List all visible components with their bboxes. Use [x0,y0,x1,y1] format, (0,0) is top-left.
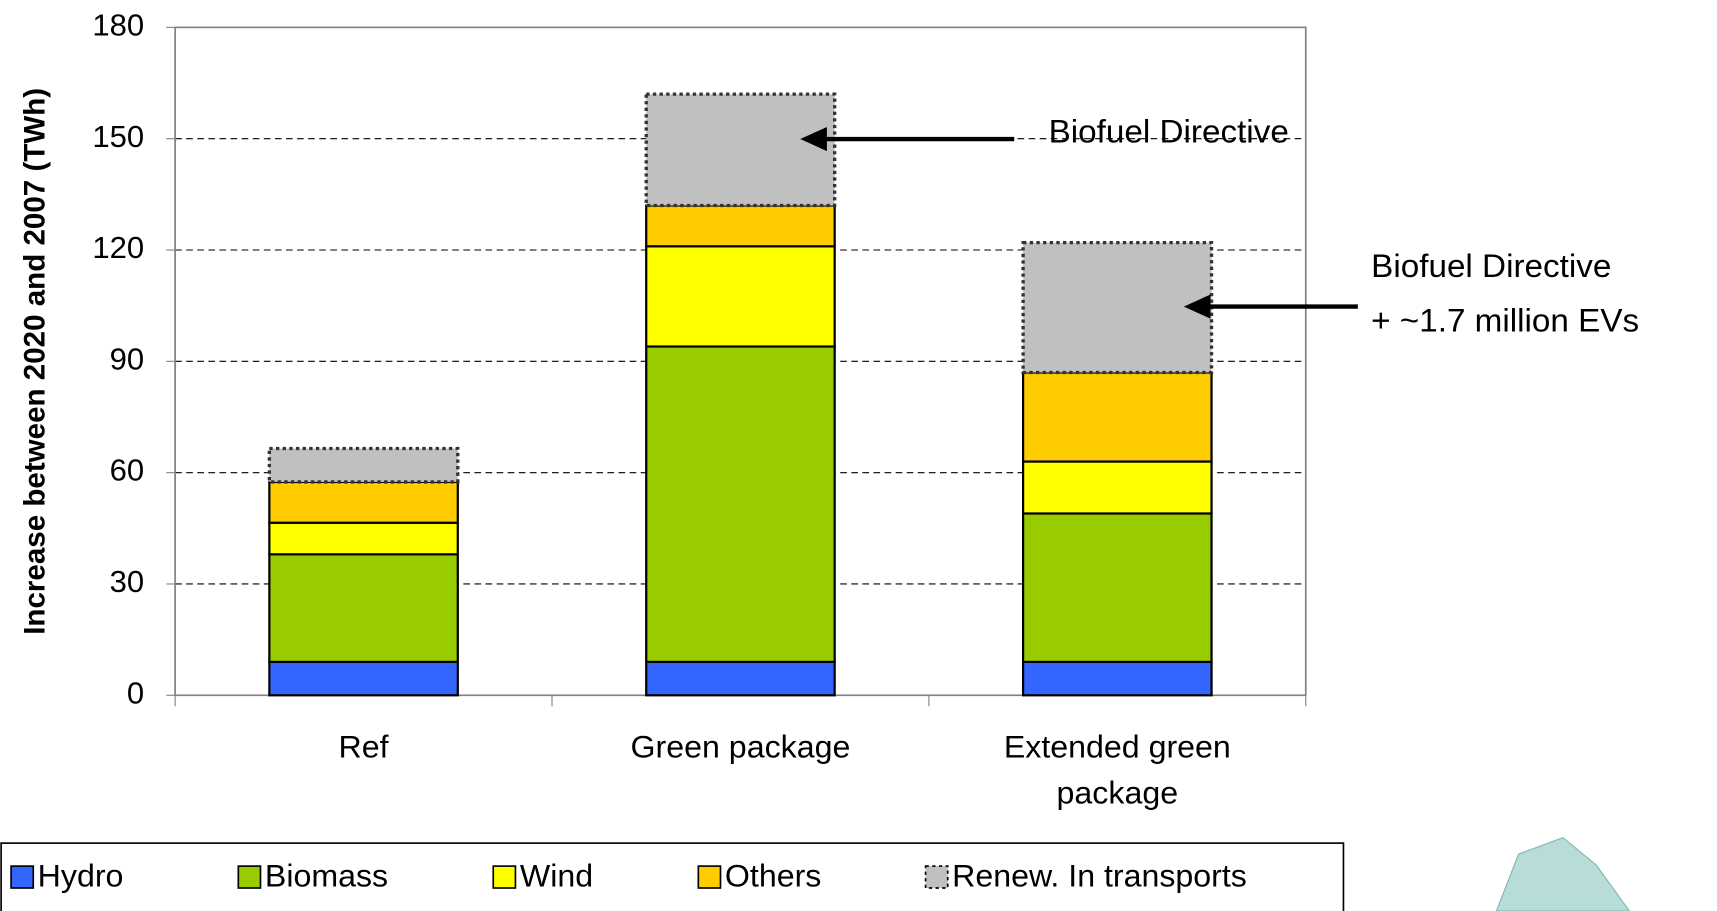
bar-segment [268,660,459,697]
y-tick-label: 180 [92,8,144,43]
x-tick-label: Ref [338,730,389,766]
bar-segment [644,92,837,208]
y-tick-label: 150 [92,119,144,154]
bar-segment [1021,512,1213,663]
legend-label: Biomass [265,858,388,894]
y-axis-label: Increase between 2020 and 2007 (TWh) [18,88,51,635]
legend-swatch [10,865,35,889]
x-tick-label: Green package [630,730,851,766]
legend-swatch [697,865,722,889]
x-tick-label: Extended green package [1003,730,1231,812]
legend-swatch [492,865,517,889]
bar-segment [645,345,836,663]
y-tick-label: 60 [110,453,145,488]
bar-segment [1021,660,1213,697]
legend [0,842,1345,911]
bars [267,92,1214,697]
y-tick-label: 120 [92,230,144,265]
bar-segment [1021,240,1214,375]
legend-items: Hydro Biomass Wind Others Renew. In transpor… [10,858,1247,894]
bar-segment [268,553,459,663]
bar-segment [1021,371,1213,463]
bar-segment [267,446,460,484]
annotation-arrowhead [800,127,827,152]
legend-label: Wind [520,858,593,894]
legend-label: Hydro [38,858,124,894]
bar-segment [645,204,836,248]
bar-segment [268,480,459,524]
y-tick-label: 0 [127,676,144,711]
legend-label: Renew. In transports [952,858,1247,894]
x-tick-label-box: Ref [338,730,389,766]
x-tick-label-box: Green package [630,730,851,766]
bar-segment [268,521,459,556]
legend-label: Others [725,858,821,894]
annotation-arrowhead [1183,294,1211,319]
annotation: Biofuel Directive [1049,113,1289,150]
logo [1495,837,1631,911]
x-tick-label-box: Extended green package [1003,730,1231,812]
y-tick-label: 30 [110,564,145,599]
legend-swatch [237,865,262,889]
bar-segment [645,660,836,697]
bar-segment [1021,460,1213,515]
legend-swatch [924,865,949,889]
bar-segment [645,245,836,348]
annotation: Biofuel Directive [1371,248,1611,285]
annotation: + ~1.7 million EVs [1371,303,1639,340]
y-tick-label: 90 [110,342,145,377]
